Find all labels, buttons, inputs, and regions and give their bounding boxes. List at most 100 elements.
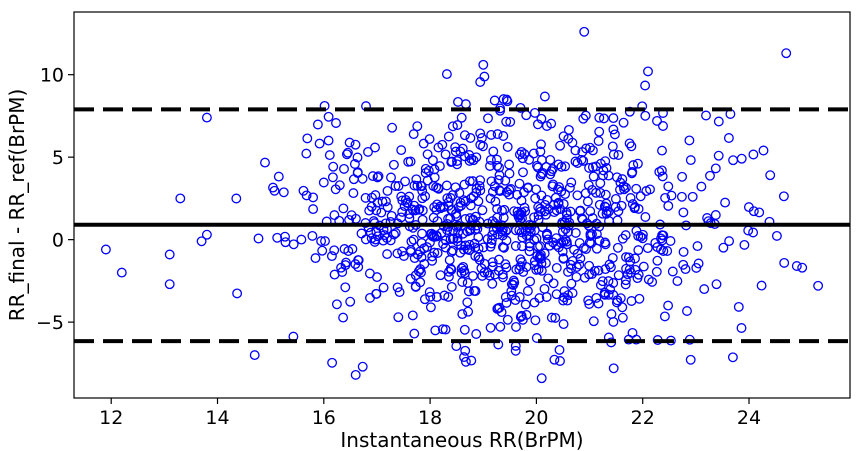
data-point bbox=[570, 156, 581, 167]
data-point bbox=[466, 154, 477, 164]
x-tick-label: 14 bbox=[205, 407, 229, 429]
data-point bbox=[631, 183, 642, 194]
data-point bbox=[550, 192, 561, 203]
data-point bbox=[532, 251, 543, 261]
data-point bbox=[486, 176, 497, 187]
data-point bbox=[743, 202, 754, 213]
data-point bbox=[393, 312, 404, 323]
data-point bbox=[429, 202, 440, 213]
data-point bbox=[491, 154, 502, 165]
data-point bbox=[116, 267, 127, 278]
data-point bbox=[417, 228, 427, 239]
data-point bbox=[588, 171, 599, 182]
data-point bbox=[615, 184, 625, 195]
data-point bbox=[479, 71, 490, 82]
data-point bbox=[550, 312, 561, 323]
data-point bbox=[781, 48, 792, 59]
data-point bbox=[341, 257, 351, 268]
data-point bbox=[539, 283, 550, 294]
data-point bbox=[620, 275, 631, 286]
data-point bbox=[405, 156, 416, 167]
data-point bbox=[467, 176, 478, 187]
data-point bbox=[323, 135, 334, 146]
data-point bbox=[492, 203, 503, 214]
data-point bbox=[433, 183, 444, 194]
data-point bbox=[691, 262, 702, 273]
data-point bbox=[743, 225, 754, 236]
data-point bbox=[625, 193, 636, 203]
data-point bbox=[470, 286, 481, 296]
data-point bbox=[771, 230, 782, 241]
data-point bbox=[360, 192, 371, 203]
data-point bbox=[548, 278, 559, 289]
data-point bbox=[624, 138, 635, 149]
data-point bbox=[645, 184, 655, 195]
y-axis-label: RR_final - RR_ref(BrPM) bbox=[5, 89, 29, 322]
data-point bbox=[348, 188, 359, 199]
data-point bbox=[326, 251, 337, 262]
data-point bbox=[517, 314, 528, 325]
data-point bbox=[419, 294, 430, 305]
data-point bbox=[536, 265, 547, 276]
data-point bbox=[431, 292, 442, 302]
data-point bbox=[318, 177, 329, 188]
data-point bbox=[600, 189, 611, 200]
data-point bbox=[628, 160, 639, 171]
data-point bbox=[626, 141, 637, 152]
data-point bbox=[334, 180, 345, 191]
data-point bbox=[471, 329, 482, 339]
data-point bbox=[416, 267, 426, 278]
data-point bbox=[594, 126, 605, 137]
data-point bbox=[556, 161, 567, 172]
scatter-points bbox=[100, 26, 824, 384]
data-point bbox=[594, 235, 605, 246]
data-point bbox=[514, 210, 525, 221]
data-point bbox=[338, 203, 349, 214]
data-point bbox=[701, 110, 711, 121]
data-point bbox=[459, 130, 470, 141]
data-point bbox=[310, 253, 321, 264]
data-point bbox=[585, 142, 595, 153]
data-point bbox=[440, 149, 451, 160]
data-point bbox=[288, 239, 299, 250]
data-point bbox=[411, 174, 422, 185]
data-point bbox=[680, 264, 691, 275]
data-point bbox=[658, 121, 668, 131]
data-point bbox=[232, 288, 243, 299]
data-point bbox=[640, 80, 651, 91]
data-point bbox=[627, 199, 638, 210]
data-point bbox=[589, 265, 600, 276]
data-point bbox=[652, 115, 662, 126]
data-point bbox=[478, 59, 489, 70]
data-point bbox=[599, 289, 610, 300]
data-point bbox=[502, 141, 513, 152]
data-point bbox=[555, 356, 565, 366]
data-point bbox=[574, 238, 585, 248]
data-point bbox=[475, 175, 486, 186]
data-point bbox=[422, 149, 433, 160]
data-point bbox=[558, 199, 569, 209]
data-point bbox=[748, 227, 759, 238]
data-point bbox=[357, 173, 368, 184]
data-point bbox=[409, 328, 420, 339]
data-point bbox=[572, 190, 583, 201]
data-point bbox=[487, 278, 498, 289]
data-point bbox=[511, 321, 521, 332]
data-point bbox=[394, 287, 405, 298]
data-point bbox=[634, 293, 645, 304]
data-point bbox=[369, 236, 380, 247]
data-point bbox=[506, 286, 517, 297]
data-point bbox=[486, 238, 497, 249]
data-point bbox=[528, 148, 539, 159]
data-point bbox=[511, 264, 522, 275]
data-point bbox=[417, 185, 428, 196]
data-point bbox=[619, 184, 630, 195]
data-point bbox=[678, 207, 689, 218]
data-point bbox=[382, 202, 393, 213]
data-point bbox=[323, 111, 334, 122]
data-point bbox=[485, 193, 496, 204]
data-point bbox=[439, 290, 450, 301]
data-point bbox=[397, 246, 408, 257]
data-point bbox=[713, 150, 724, 161]
data-point bbox=[357, 361, 368, 372]
